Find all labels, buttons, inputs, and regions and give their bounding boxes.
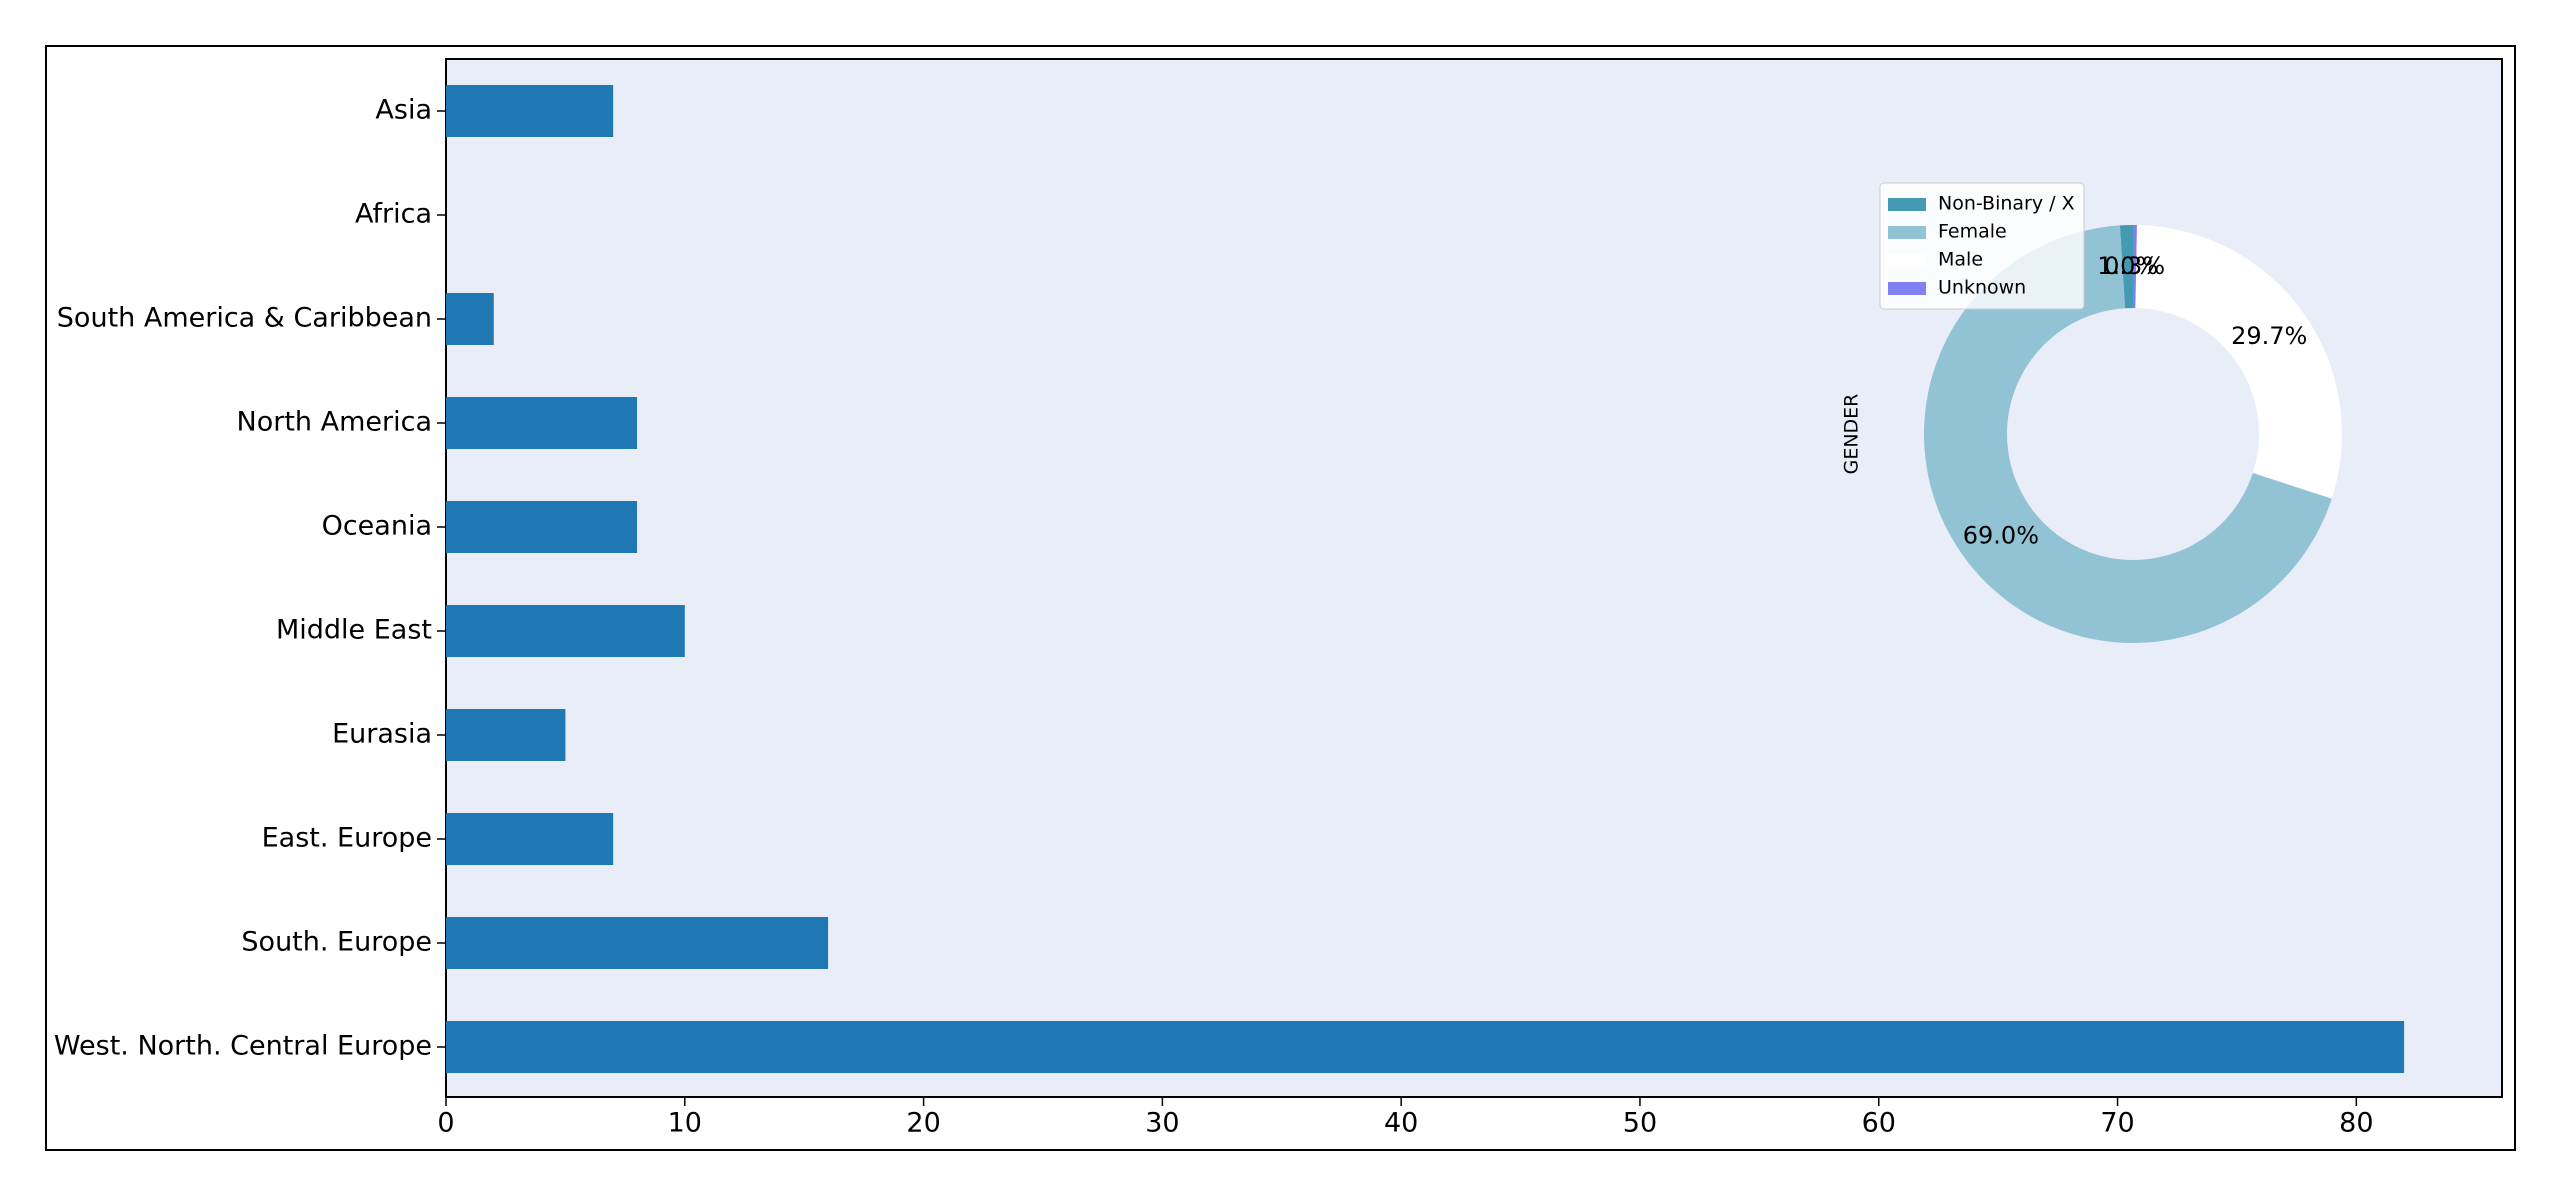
y-tick-label: Middle East — [276, 615, 432, 646]
bar — [446, 501, 638, 553]
pct-label: 69.0% — [1963, 521, 2039, 549]
y-tick-label: Asia — [375, 95, 432, 126]
y-tick-label: North America — [237, 407, 432, 438]
bar — [446, 709, 566, 761]
bar — [446, 85, 614, 137]
pct-label: 29.7% — [2231, 322, 2307, 350]
x-tick-label: 0 — [437, 1108, 454, 1139]
bar — [446, 293, 494, 345]
x-tick-label: 50 — [1623, 1108, 1657, 1139]
pct-label: 0.3% — [2104, 252, 2165, 280]
legend-swatch — [1888, 198, 1926, 211]
x-tick-label: 30 — [1145, 1108, 1179, 1139]
x-tick-label: 10 — [668, 1108, 702, 1139]
bar — [446, 605, 685, 657]
donut-wedge — [1923, 225, 2332, 644]
legend-swatch — [1888, 282, 1926, 295]
y-tick-label: South. Europe — [241, 927, 432, 958]
legend-label: Non-Binary / X — [1938, 193, 2075, 215]
legend-label: Female — [1938, 221, 2007, 243]
donut-chart: 1.0% 69.0% 29.7% 0.3% GENDER Non-Binary / X Fe… — [1841, 182, 2342, 644]
pct-label: 1.0% — [2097, 252, 2158, 280]
donut-wedge — [2133, 225, 2137, 309]
y-tick-label: Eurasia — [332, 719, 432, 750]
bar-chart: 0 10 20 30 40 50 60 70 80 Asia Africa South America… — [54, 85, 2405, 1139]
bar — [446, 917, 829, 969]
y-tick-label: East. Europe — [262, 823, 432, 854]
x-tick-label: 70 — [2100, 1108, 2134, 1139]
bar — [446, 397, 638, 449]
donut-wedge — [2119, 225, 2133, 309]
figure-frame — [45, 45, 2516, 1151]
legend-box — [1879, 182, 2085, 310]
legend-swatch — [1888, 226, 1926, 239]
legend-swatch — [1888, 254, 1926, 267]
x-tick-label: 20 — [906, 1108, 940, 1139]
bar — [446, 813, 614, 865]
y-tick-label: South America & Caribbean — [57, 303, 432, 334]
x-tick-label: 80 — [2339, 1108, 2373, 1139]
y-tick-label: Africa — [355, 199, 432, 230]
y-axis-label: GENDER — [1841, 394, 1863, 475]
donut-wedge — [2135, 225, 2342, 499]
bar — [446, 1021, 2405, 1073]
legend-label: Male — [1938, 249, 1983, 271]
y-tick-label: Oceania — [322, 511, 432, 542]
x-tick-label: 60 — [1862, 1108, 1896, 1139]
legend-label: Unknown — [1938, 277, 2026, 299]
y-tick-label: West. North. Central Europe — [54, 1031, 432, 1062]
x-tick-label: 40 — [1384, 1108, 1418, 1139]
